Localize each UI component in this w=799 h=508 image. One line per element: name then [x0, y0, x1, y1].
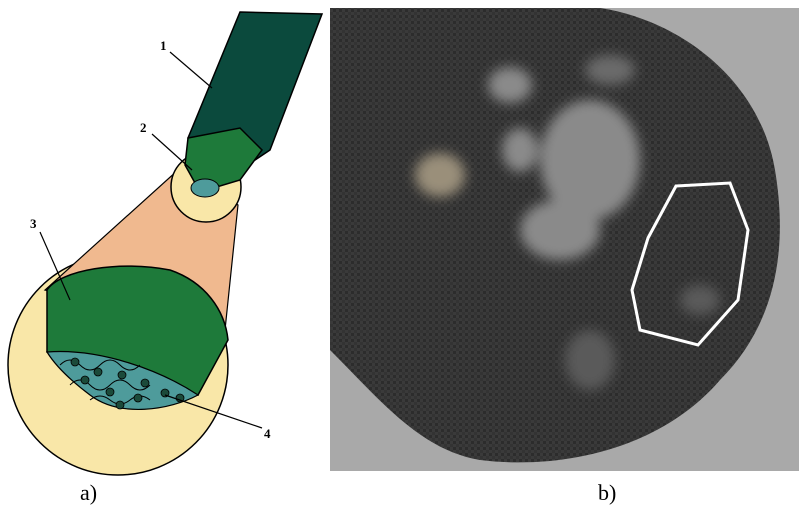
label-1: 1	[160, 38, 167, 53]
caption-a: a)	[80, 480, 97, 505]
caption-b: b)	[598, 480, 616, 505]
diagram: 1 2 3 4 a)	[8, 12, 322, 505]
label-4: 4	[264, 426, 271, 441]
figure: 1 2 3 4 a) b)	[0, 0, 799, 508]
label-3: 3	[30, 216, 37, 231]
photo: b)	[330, 8, 799, 505]
label-2: 2	[140, 120, 147, 135]
